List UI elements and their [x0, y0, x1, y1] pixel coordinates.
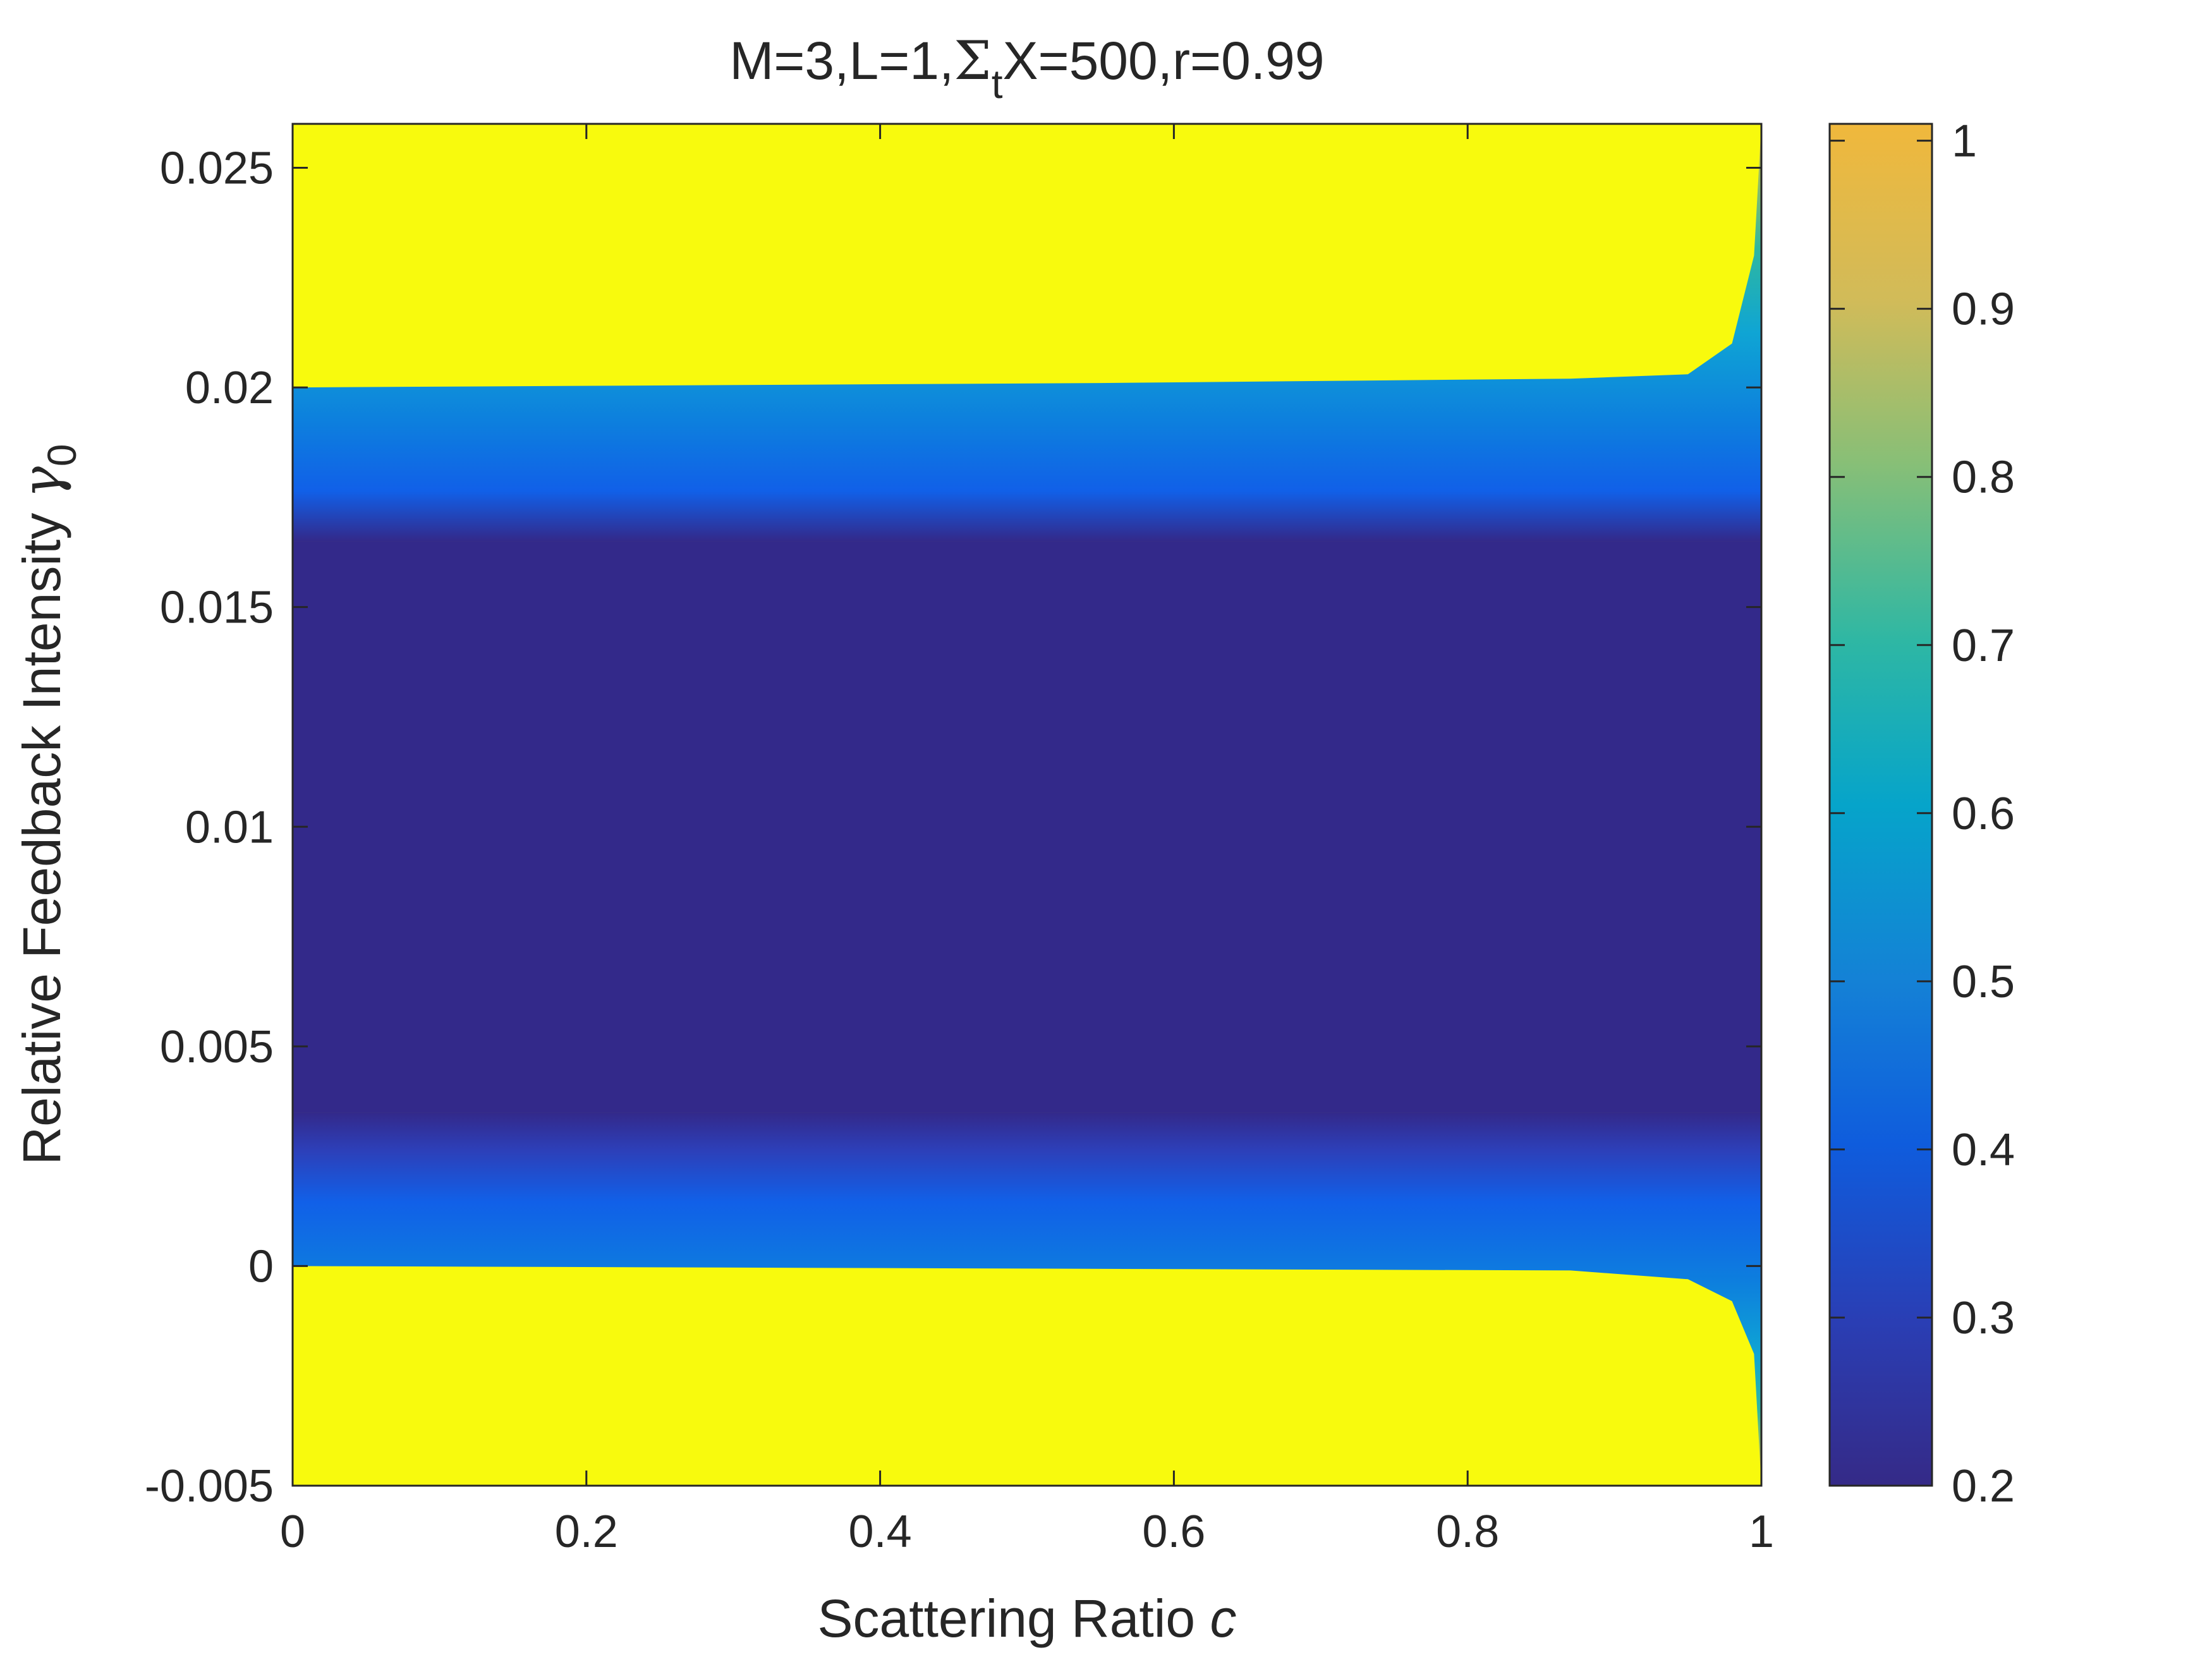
x-tick-label: 0.2: [555, 1507, 618, 1557]
y-axis-label-var: γ: [11, 466, 73, 498]
colorbar-tick-label: 0.2: [1952, 1461, 2015, 1512]
y-tick-label: 0.01: [185, 802, 274, 852]
plot-frame: [291, 123, 1763, 1487]
y-axis-label: Relative Feedback Intensity γ0: [11, 444, 85, 1165]
y-tick-label: 0: [248, 1241, 274, 1292]
colorbar-tick-label: 0.5: [1952, 957, 2015, 1007]
x-tick-label: 0: [280, 1507, 305, 1557]
y-tick-label: 0.025: [160, 143, 274, 194]
x-axis-label-var: c: [1210, 1589, 1236, 1648]
title-part-1: M=3,L=1,: [729, 31, 954, 90]
colorbar-tick-label: 0.7: [1952, 621, 2015, 671]
y-tick-label: 0.005: [160, 1022, 274, 1072]
x-tick-label: 0.6: [1142, 1507, 1205, 1557]
y-axis-label-sub: 0: [39, 444, 85, 466]
y-tick-label: 0.015: [160, 583, 274, 633]
title-sigma: Σ: [954, 30, 991, 92]
chart-title: M=3,L=1,ΣtX=500,r=0.99: [729, 30, 1324, 107]
x-tick-label: 0.8: [1436, 1507, 1499, 1557]
colorbar-tick-label: 0.3: [1952, 1293, 2015, 1344]
y-tick-label: 0.02: [185, 363, 274, 413]
colorbar-tick-label: 0.4: [1952, 1125, 2015, 1175]
upper-band-edge-near-c1: [293, 124, 1761, 542]
colorbar-ticks: 0.2 0.3 0.4 0.5 0.6 0.7 0.8 0.9 1: [1830, 116, 2015, 1512]
y-axis-ticks: -0.005 0 0.005 0.01 0.015 0.02 0.025: [145, 143, 1761, 1512]
x-axis-ticks: 0 0.2 0.4 0.6 0.8 1: [280, 124, 1774, 1557]
colorbar-gradient: [1828, 123, 1933, 1487]
x-tick-label: 0.4: [849, 1507, 912, 1557]
colorbar: 0.2 0.3 0.4 0.5 0.6 0.7 0.8 0.9 1: [1828, 116, 2015, 1512]
x-tick-label: 1: [1749, 1507, 1774, 1557]
title-subscript: t: [992, 61, 1003, 107]
colorbar-tick-label: 1: [1952, 116, 1977, 167]
x-axis-label: Scattering Ratio c: [818, 1589, 1237, 1648]
lower-band-edge-near-c1: [293, 1112, 1761, 1486]
minimum-plateau: [293, 541, 1761, 1113]
y-axis-label-text: Relative Feedback Intensity: [12, 498, 71, 1165]
x-axis-label-text: Scattering Ratio: [818, 1589, 1210, 1648]
colorbar-tick-label: 0.6: [1952, 789, 2015, 839]
plot-area: [293, 124, 1761, 1486]
y-tick-label: -0.005: [145, 1461, 274, 1512]
title-part-2: X=500,r=0.99: [1003, 31, 1325, 90]
colorbar-tick-label: 0.9: [1952, 284, 2015, 335]
colorbar-tick-label: 0.8: [1952, 452, 2015, 503]
